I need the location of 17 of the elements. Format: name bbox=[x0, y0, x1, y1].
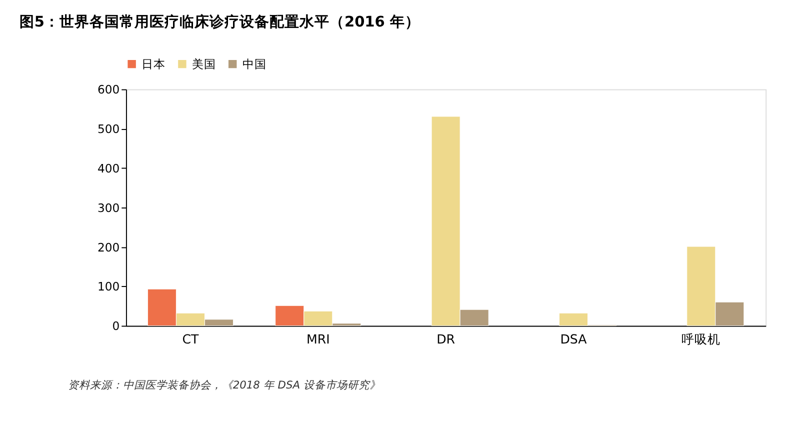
y-tick-label: 200 bbox=[98, 240, 120, 254]
text: 资料来源：中国医学装备协会，《2018 年 DSA 设备市场研究》 bbox=[68, 378, 380, 392]
legend-label: 中国 bbox=[242, 56, 266, 71]
x-tick-label: CT bbox=[182, 332, 200, 347]
x-tick-label: DSA bbox=[560, 332, 588, 347]
y-tick-label: 0 bbox=[112, 319, 120, 334]
x-tick-label: 呼吸机 bbox=[682, 332, 721, 347]
legend-label: 美国 bbox=[192, 56, 216, 71]
y-tick-label: 100 bbox=[98, 280, 120, 294]
y-tick-label: 400 bbox=[98, 161, 120, 176]
x-tick-label: MRI bbox=[306, 332, 330, 347]
chart-title: 图5：世界各国常用医疗临床诊疗设备配置水平（2016 年） bbox=[19, 12, 420, 30]
y-tick-label: 600 bbox=[98, 82, 120, 97]
y-tick-label: 300 bbox=[98, 200, 120, 215]
y-tick-label: 500 bbox=[98, 122, 120, 136]
x-tick-label: DR bbox=[436, 332, 456, 347]
legend-label: 日本 bbox=[141, 56, 166, 71]
